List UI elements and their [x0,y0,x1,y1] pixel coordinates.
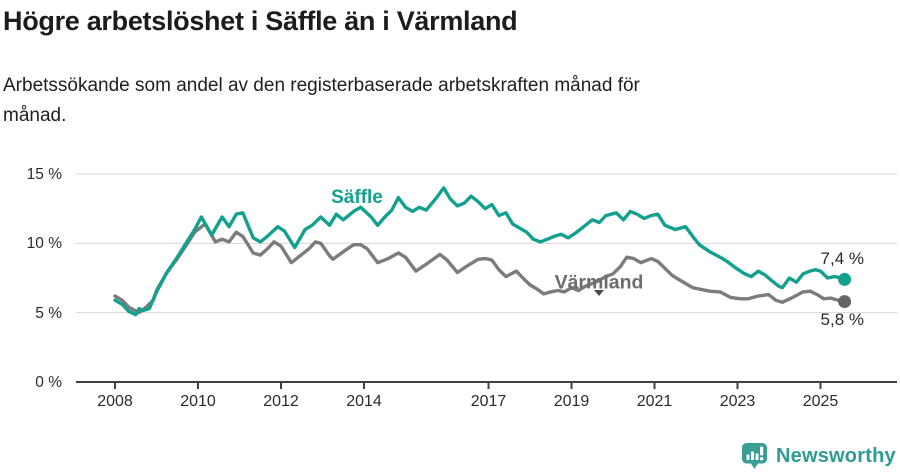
subtitle-line-2: månad. [3,105,67,126]
x-tick-label: 2010 [180,393,216,410]
end-dot-vrmland [838,295,852,309]
subtitle-line-1: Arbetssökande som andel av den registerb… [3,75,640,96]
series-line-sffle [113,186,847,317]
newsworthy-logo-text: Newsworthy [776,444,896,467]
end-value-saffle: 7,4 % [820,249,864,268]
page-title: Högre arbetslöshet i Säffle än i Värmlan… [3,6,518,36]
series-label-varmland: Värmland [554,271,644,294]
series-line-vrmland [113,222,847,315]
x-tick-label: 2017 [470,393,507,410]
y-tick-label: 10 % [26,235,62,253]
y-tick-label: 15 % [26,165,62,183]
x-tick-label: 2019 [553,393,590,410]
newsworthy-logo[interactable]: Newsworthy [741,442,896,470]
newsworthy-bubble-icon [742,443,767,469]
end-dot-sffle [838,272,852,286]
x-tick-label: 2023 [719,393,756,410]
x-tick-label: 2025 [802,393,839,410]
varmland-label-pointer-icon [594,290,604,296]
y-tick-label: 5 % [35,304,62,322]
x-tick-label: 2014 [346,393,382,410]
chart-subtitle: Arbetssökande som andel av den registerb… [3,71,863,131]
end-value-varmland: 5,8 % [820,310,864,329]
x-tick-label: 2021 [636,393,673,410]
y-tick-label: 0 % [35,374,62,391]
x-tick-label: 2008 [97,393,133,410]
x-tick-label: 2012 [263,393,299,410]
series-label-saffle: Säffle [331,187,383,208]
